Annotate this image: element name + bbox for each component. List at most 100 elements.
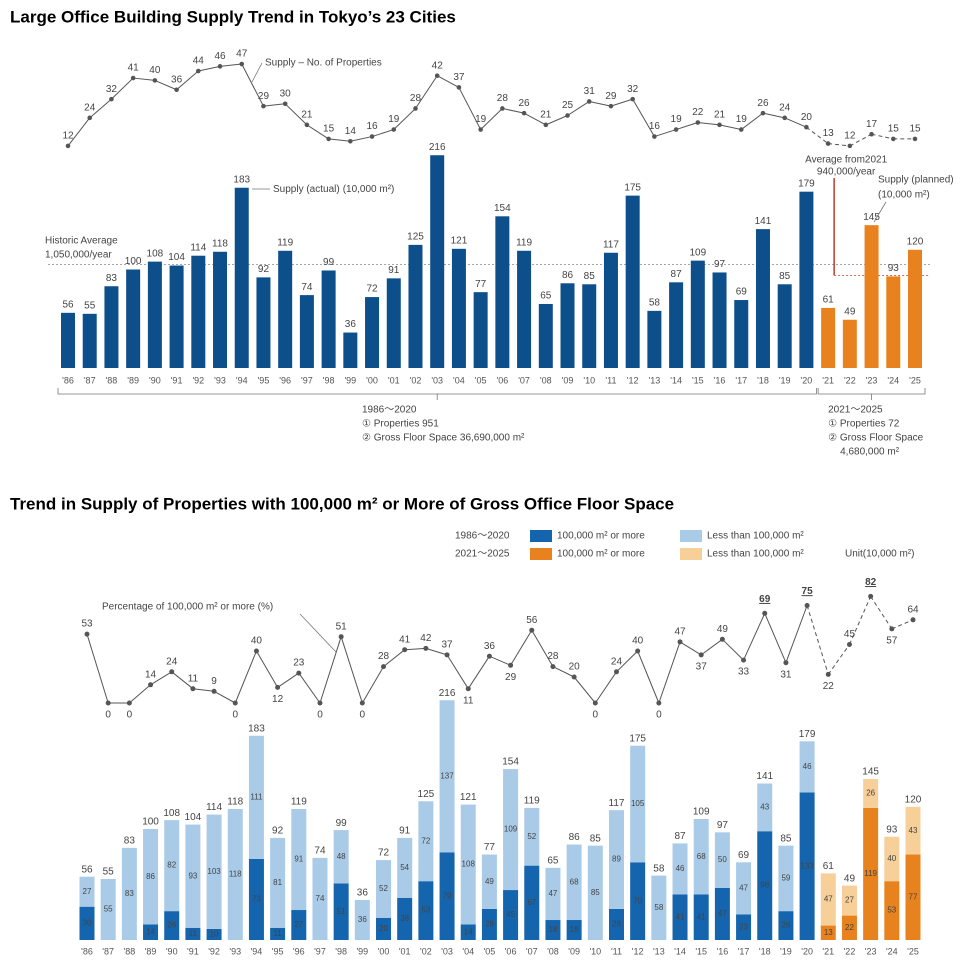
x-tick-label: '20	[801, 946, 813, 956]
data-label: 21	[301, 110, 313, 121]
x-tick-label: '86	[81, 946, 93, 956]
x-tick-label: '15	[695, 946, 707, 956]
x-tick-label: '21	[822, 375, 834, 385]
line-segment	[828, 143, 850, 147]
total-label: 83	[124, 836, 136, 847]
total-label: 72	[378, 848, 390, 859]
reference-label: Historic Average	[45, 236, 118, 247]
bar-segment	[439, 852, 455, 940]
line-point	[521, 110, 527, 116]
line-point	[169, 669, 175, 675]
segment-label: 68	[570, 877, 579, 886]
label-part: (10,000 m²)	[343, 184, 395, 195]
x-tick-label: '94	[251, 946, 263, 956]
data-label: 29	[505, 672, 517, 683]
period-note: 2021〜2025	[828, 405, 883, 416]
bar-segment	[79, 906, 95, 940]
data-label: 36	[484, 641, 496, 652]
total-label: 118	[227, 797, 243, 808]
period-note: 1986〜2020	[362, 405, 417, 416]
bar-segment	[164, 911, 180, 940]
segment-label: 89	[612, 855, 621, 864]
line-segment	[510, 629, 533, 666]
x-tick-label: '21	[822, 946, 834, 956]
line-segment	[383, 649, 406, 667]
segment-label: 91	[294, 855, 303, 864]
line-point	[84, 631, 90, 637]
segment-label: 18	[570, 925, 579, 934]
segment-label: 13	[824, 928, 833, 937]
total-label: 141	[756, 771, 773, 782]
total-label: 109	[693, 807, 710, 818]
data-label: 47	[236, 49, 248, 60]
total-label: 61	[823, 861, 835, 872]
x-tick-label: '09	[568, 946, 580, 956]
bar-segment	[439, 700, 455, 853]
legend-swatch	[530, 530, 552, 542]
x-tick-label: '07	[518, 375, 530, 385]
data-label: 154	[494, 203, 511, 214]
line-segment	[277, 672, 300, 688]
data-label: 13	[823, 128, 835, 139]
total-label: 97	[717, 820, 729, 831]
x-tick-label: '11	[611, 946, 622, 956]
data-label: 65	[540, 291, 552, 302]
line-point	[253, 648, 259, 654]
bar-segment	[608, 810, 624, 909]
bar	[669, 282, 684, 368]
segment-label: 58	[654, 903, 663, 912]
line-point	[586, 99, 592, 104]
segment-label: 77	[909, 892, 918, 901]
bar-segment	[841, 915, 857, 940]
line-segment	[89, 98, 112, 119]
x-tick-label: '14	[674, 946, 686, 956]
bar	[517, 250, 532, 368]
x-tick-label: '01	[399, 946, 411, 956]
data-label: 24	[84, 102, 96, 113]
bar-segment	[397, 897, 413, 940]
bar-segment	[630, 745, 646, 863]
line-segment	[870, 596, 893, 630]
data-label: 77	[475, 279, 487, 290]
line-point	[762, 610, 768, 616]
bar	[169, 265, 184, 368]
data-label: 49	[844, 306, 856, 317]
legend-label: 100,000 m² or more	[557, 531, 645, 542]
segment-label: 73	[252, 895, 261, 904]
legend-row: 1986〜2020	[455, 531, 510, 542]
line-point	[65, 143, 71, 149]
x-tick-label: '04	[453, 375, 465, 385]
segment-label: 20	[379, 924, 388, 933]
line-point	[565, 113, 570, 118]
leader	[251, 62, 263, 83]
data-label: 82	[865, 577, 877, 588]
bar-segment	[524, 807, 540, 866]
segment-label: 50	[718, 855, 727, 864]
total-label: 100	[142, 817, 159, 828]
bar-segment	[884, 881, 900, 940]
data-label: 0	[105, 710, 111, 721]
line-point	[130, 75, 136, 81]
line-point	[402, 647, 408, 653]
segment-label: 51	[337, 907, 346, 916]
data-label: 0	[656, 710, 662, 721]
line-point	[359, 700, 365, 706]
segment-label: 41	[697, 912, 706, 921]
segment-label: 52	[379, 884, 388, 893]
segment-label: 41	[676, 912, 685, 921]
chart-title: Large Office Building Supply Trend in To…	[10, 7, 456, 26]
line-segment	[154, 79, 177, 91]
bar-segment	[587, 845, 603, 940]
bar-segment	[164, 820, 180, 912]
bar-segment	[736, 914, 752, 940]
line-segment	[446, 654, 469, 689]
period-note: ① Properties 951	[362, 419, 439, 430]
x-tick-label: '06	[505, 946, 517, 956]
bar-segment	[651, 875, 667, 940]
bar-segment	[863, 807, 879, 940]
data-label: 15	[888, 124, 900, 135]
data-label: 91	[388, 265, 400, 276]
bar-segment	[227, 809, 243, 940]
line-segment	[719, 124, 742, 131]
bar-segment	[736, 862, 752, 915]
